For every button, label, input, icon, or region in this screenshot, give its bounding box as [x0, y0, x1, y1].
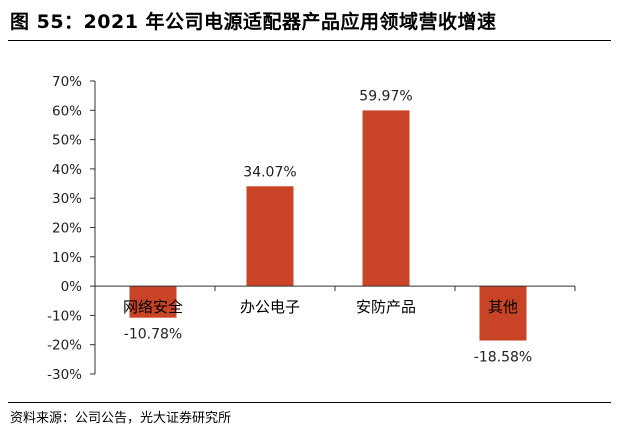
y-tick-label-0: 70% [52, 74, 82, 90]
y-tick-label-10: -30% [47, 367, 82, 383]
y-tick-label-8: -10% [47, 308, 82, 324]
data-label-0: -10.78% [124, 327, 182, 343]
category-label-3: 其他 [488, 298, 518, 316]
y-tick-label-5: 20% [52, 221, 82, 237]
data-label-1: 34.07% [243, 164, 296, 180]
data-label-2: 59.97% [359, 88, 412, 104]
bar-0 [129, 286, 177, 318]
category-label-0: 网络安全 [123, 298, 183, 316]
y-tick-label-9: -20% [47, 338, 82, 354]
source-note: 资料来源：公司公告，光大证券研究所 [10, 411, 232, 426]
bar-chart: 70% 60% 50% 40% 30% 20% 10% 0% -10% -20% -30% 网络安全 办… [47, 74, 576, 383]
source-rule [8, 402, 611, 403]
y-tick-label-4: 30% [52, 191, 82, 207]
bar-1 [246, 186, 294, 287]
category-label-1: 办公电子 [240, 298, 300, 316]
y-tick-label-2: 50% [52, 133, 82, 149]
title-rule [8, 40, 611, 41]
chart-title: 图 55：2021 年公司电源适配器产品应用领域营收增速 [10, 11, 497, 33]
category-label-2: 安防产品 [356, 298, 416, 316]
y-tick-label-1: 60% [52, 103, 82, 119]
y-tick-label-3: 40% [52, 162, 82, 178]
bar-3 [479, 286, 527, 341]
data-label-3: -18.58% [474, 350, 532, 366]
y-tick-label-6: 10% [52, 250, 82, 266]
bar-2 [362, 110, 410, 287]
y-tick-label-7: 0% [61, 279, 83, 295]
